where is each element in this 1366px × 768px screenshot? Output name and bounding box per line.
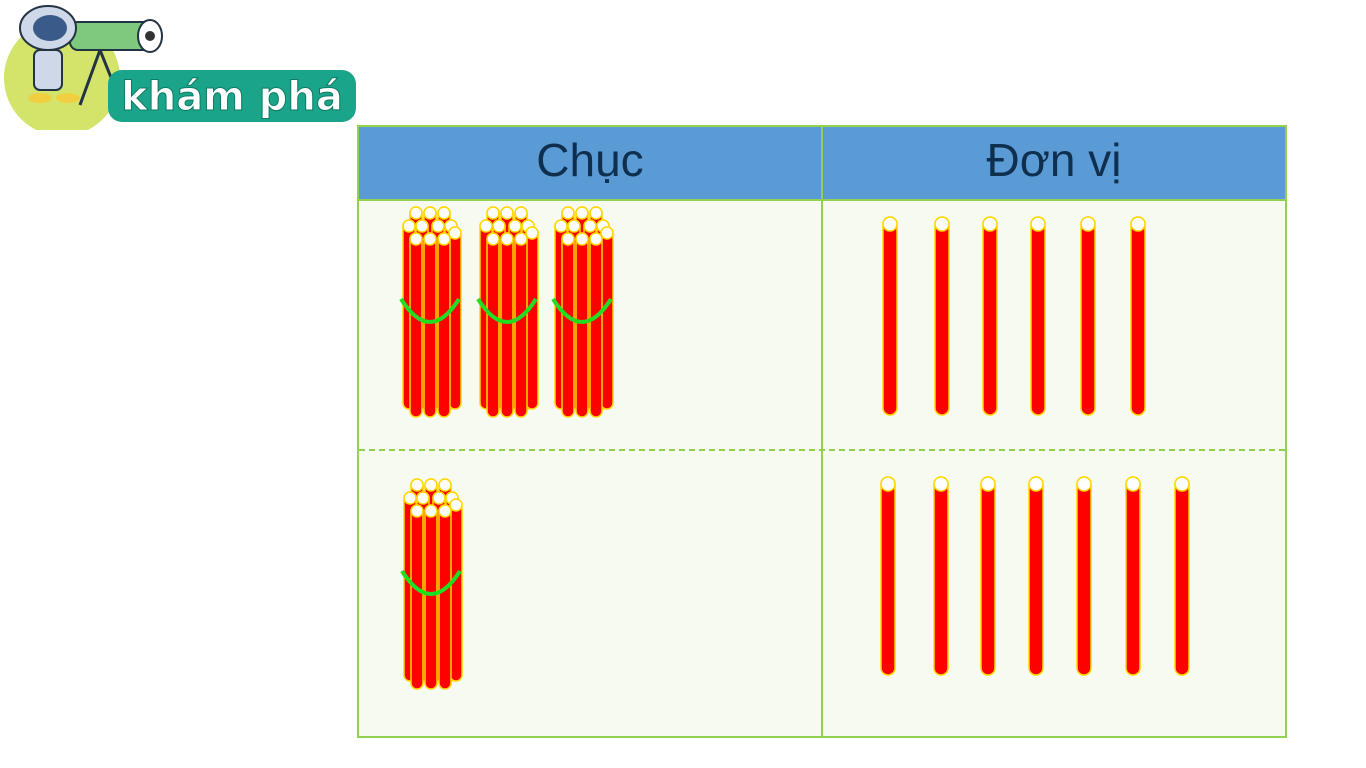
header-units: Đơn vị (823, 127, 1285, 201)
header-tens: Chục (359, 127, 821, 201)
tens-bundle (399, 206, 462, 418)
logo-text: khám phá (121, 74, 343, 120)
unit-stick (1076, 476, 1092, 676)
tens-bundle (400, 478, 463, 690)
unit-stick (934, 216, 950, 416)
unit-stick (1174, 476, 1190, 676)
tens-bundle (551, 206, 614, 418)
row-divider (359, 449, 1285, 451)
unit-stick (1080, 216, 1096, 416)
unit-stick (1030, 216, 1046, 416)
column-divider (821, 127, 823, 736)
unit-stick (933, 476, 949, 676)
unit-stick (980, 476, 996, 676)
unit-stick (882, 216, 898, 416)
unit-stick (1130, 216, 1146, 416)
tens-bundle (476, 206, 539, 418)
kham-pha-logo: khám phá (4, 5, 356, 130)
unit-stick (880, 476, 896, 676)
unit-stick (982, 216, 998, 416)
unit-stick (1028, 476, 1044, 676)
unit-stick (1125, 476, 1141, 676)
